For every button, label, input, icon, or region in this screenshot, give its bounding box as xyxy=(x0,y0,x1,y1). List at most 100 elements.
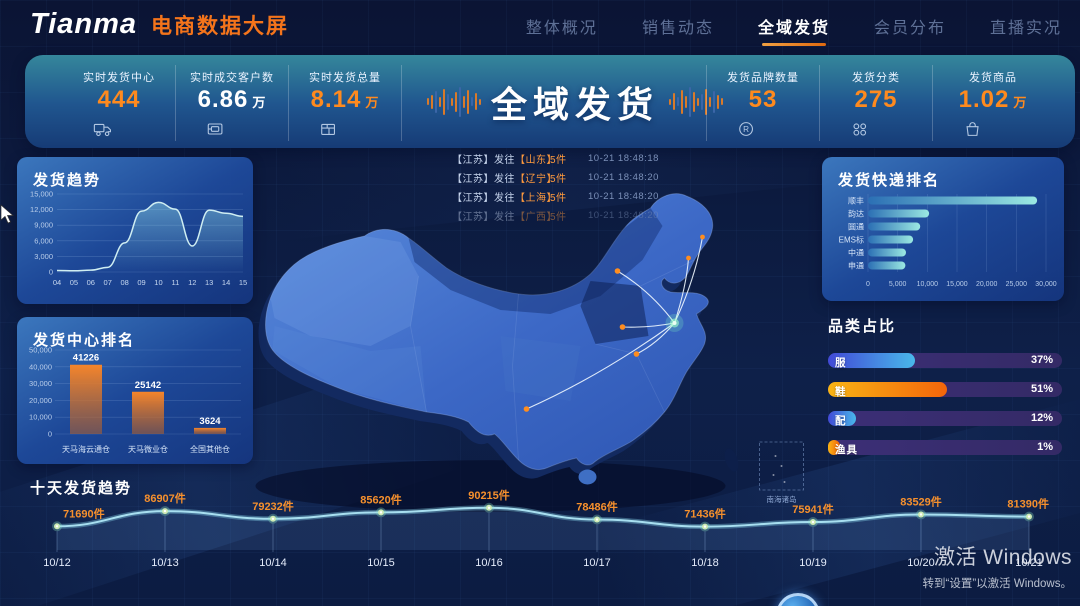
province-sichuan xyxy=(500,336,581,401)
taiwan-island xyxy=(724,448,739,472)
stat-label: 发货品牌数量 xyxy=(727,72,799,84)
nav-tab-会员分布[interactable]: 会员分布 xyxy=(874,14,946,46)
svg-text:3624: 3624 xyxy=(199,416,221,427)
svg-text:10/19: 10/19 xyxy=(799,557,827,569)
mouse-cursor xyxy=(0,204,14,224)
category-row-配: 配 12% xyxy=(828,411,1062,427)
svg-text:3,000: 3,000 xyxy=(34,252,53,261)
shipment-feed: 【江苏】发往【山东】 5件 10-21 18:48:18 【江苏】发往【辽宁】 5件 10… xyxy=(452,149,702,225)
svg-text:71436件: 71436件 xyxy=(684,507,726,521)
shipment-destination: 【山东】 xyxy=(515,155,557,166)
svg-text:14: 14 xyxy=(222,278,230,287)
svg-text:R: R xyxy=(743,125,749,134)
shipment-row: 【江苏】发往【山东】 5件 10-21 18:48:18 xyxy=(452,149,702,168)
panel-express-rank: 发货快递排名 0 5,000 10,000 15,000 20,000 25,000 30,… xyxy=(822,157,1064,301)
stat-unit: 万 xyxy=(365,95,380,110)
map-body xyxy=(265,193,714,471)
ship-trend-chart: 0 3,000 6,000 9,000 12,000 15,000 04 05 06 07 08 09… xyxy=(27,186,249,295)
category-percent: 12% xyxy=(1030,412,1053,424)
svg-text:25,000: 25,000 xyxy=(1006,281,1028,288)
svg-text:10: 10 xyxy=(154,278,162,287)
svg-text:11: 11 xyxy=(171,278,179,287)
svg-text:10/20: 10/20 xyxy=(907,557,935,569)
stat-card-发货品牌数量: 发货品牌数量 53 R xyxy=(706,65,819,141)
stat-label: 实时发货中心 xyxy=(83,72,155,84)
nav-tab-label: 全域发货 xyxy=(757,20,830,37)
shipment-route: 【江苏】发往【广西】 xyxy=(452,212,557,223)
svg-text:韵达: 韵达 xyxy=(848,209,864,219)
svg-text:EMS标: EMS标 xyxy=(839,235,864,245)
ten-day-trend-chart: 71690件 10/12 86907件 10/13 79232件 10/14 85620件 1… xyxy=(0,480,1080,606)
shipment-route: 【江苏】发往【辽宁】 xyxy=(452,174,557,185)
category-row-鞋: 鞋 51% xyxy=(828,382,1062,398)
svg-text:81390件: 81390件 xyxy=(1007,497,1049,511)
panel-category-share: 品类占比 服 37% 鞋 51% 配 12% 渔具 1% xyxy=(822,315,1064,470)
svg-text:71690件: 71690件 xyxy=(63,506,105,520)
svg-text:10/18: 10/18 xyxy=(691,557,719,569)
stat-value: 1.02 万 xyxy=(958,86,1028,113)
hainan-island xyxy=(578,469,597,485)
svg-text:41226: 41226 xyxy=(73,353,99,364)
truck-icon xyxy=(93,120,113,143)
svg-text:20,000: 20,000 xyxy=(976,281,998,288)
svg-text:5,000: 5,000 xyxy=(889,281,907,288)
nav-tab-销售动态[interactable]: 销售动态 xyxy=(642,14,714,46)
nav-tab-label: 销售动态 xyxy=(641,20,714,37)
header: Tianma 电商数据大屏 整体概况 销售动态 全域发货 会员分布 直播实况 xyxy=(0,0,1080,52)
panel-center-rank: 发货中心排名 0 10,000 20,000 30,000 40,000 50,000 41… xyxy=(17,317,253,464)
audio-wave-decoration xyxy=(669,86,723,117)
nav-tab-全域发货[interactable]: 全域发货 xyxy=(758,14,830,46)
svg-text:40,000: 40,000 xyxy=(29,362,52,371)
bag-icon xyxy=(963,120,983,143)
province-xinjiang xyxy=(270,236,419,346)
inset-label: 南海诸岛 xyxy=(767,494,797,504)
svg-text:08: 08 xyxy=(120,278,128,287)
svg-text:10/13: 10/13 xyxy=(151,557,179,569)
nav-tab-整体概况[interactable]: 整体概况 xyxy=(526,14,598,46)
stat-value: 53 xyxy=(748,86,778,113)
svg-text:顺丰: 顺丰 xyxy=(848,196,864,206)
stat-card-实时成交客户数: 实时成交客户数 6.86 万 xyxy=(176,65,289,141)
svg-text:申通: 申通 xyxy=(848,261,864,271)
map-shadow xyxy=(255,460,726,512)
nav-tab-直播实况[interactable]: 直播实况 xyxy=(990,14,1062,46)
province-borders xyxy=(410,259,695,461)
svg-text:79232件: 79232件 xyxy=(252,499,294,513)
shipment-origin-dots xyxy=(523,234,705,412)
flight-lines xyxy=(526,236,704,410)
panel-title: 发货趋势 xyxy=(33,172,102,189)
category-bar xyxy=(828,411,857,426)
stat-unit: 万 xyxy=(252,95,267,110)
stat-label: 发货分类 xyxy=(852,72,900,84)
express-rank-chart: 0 5,000 10,000 15,000 20,000 25,000 30,000 顺丰 韵达… xyxy=(830,190,1058,299)
stats-group-left: 实时发货中心 444 实时成交客户数 6.86 万 实时发货总量 8.14 万 xyxy=(63,65,402,141)
category-icon xyxy=(850,120,870,143)
stat-unit: 万 xyxy=(1013,95,1028,110)
svg-text:83529件: 83529件 xyxy=(900,494,942,508)
svg-text:0: 0 xyxy=(866,281,870,288)
category-label: 鞋 xyxy=(835,386,847,398)
svg-text:85620件: 85620件 xyxy=(360,492,402,506)
category-percent: 37% xyxy=(1030,354,1053,366)
shipment-row: 【江苏】发往【上海】 5件 10-21 18:48:20 xyxy=(452,187,702,206)
svg-text:中通: 中通 xyxy=(848,248,864,258)
province-tibet xyxy=(272,326,427,412)
svg-text:天马微业仓: 天马微业仓 xyxy=(128,444,168,454)
svg-text:9,000: 9,000 xyxy=(34,221,53,230)
svg-text:10/21: 10/21 xyxy=(1015,557,1043,569)
svg-text:10/16: 10/16 xyxy=(475,557,503,569)
brand-logo-text: Tianma xyxy=(30,8,138,40)
shipment-time: 10-21 18:48:20 xyxy=(588,191,659,202)
stat-card-发货分类: 发货分类 275 xyxy=(819,65,932,141)
svg-text:12,000: 12,000 xyxy=(30,205,53,214)
stat-label: 实时发货总量 xyxy=(309,72,381,84)
svg-text:30,000: 30,000 xyxy=(1035,281,1057,288)
stat-card-实时发货总量: 实时发货总量 8.14 万 xyxy=(289,65,402,141)
svg-text:0: 0 xyxy=(48,430,52,439)
shipment-destination: 【上海】 xyxy=(515,193,557,204)
category-bar xyxy=(828,440,840,455)
svg-text:13: 13 xyxy=(205,278,213,287)
svg-text:75941件: 75941件 xyxy=(792,502,834,516)
center-title: 全域发货 xyxy=(490,83,659,125)
shipment-route: 【江苏】发往【上海】 xyxy=(452,193,557,204)
